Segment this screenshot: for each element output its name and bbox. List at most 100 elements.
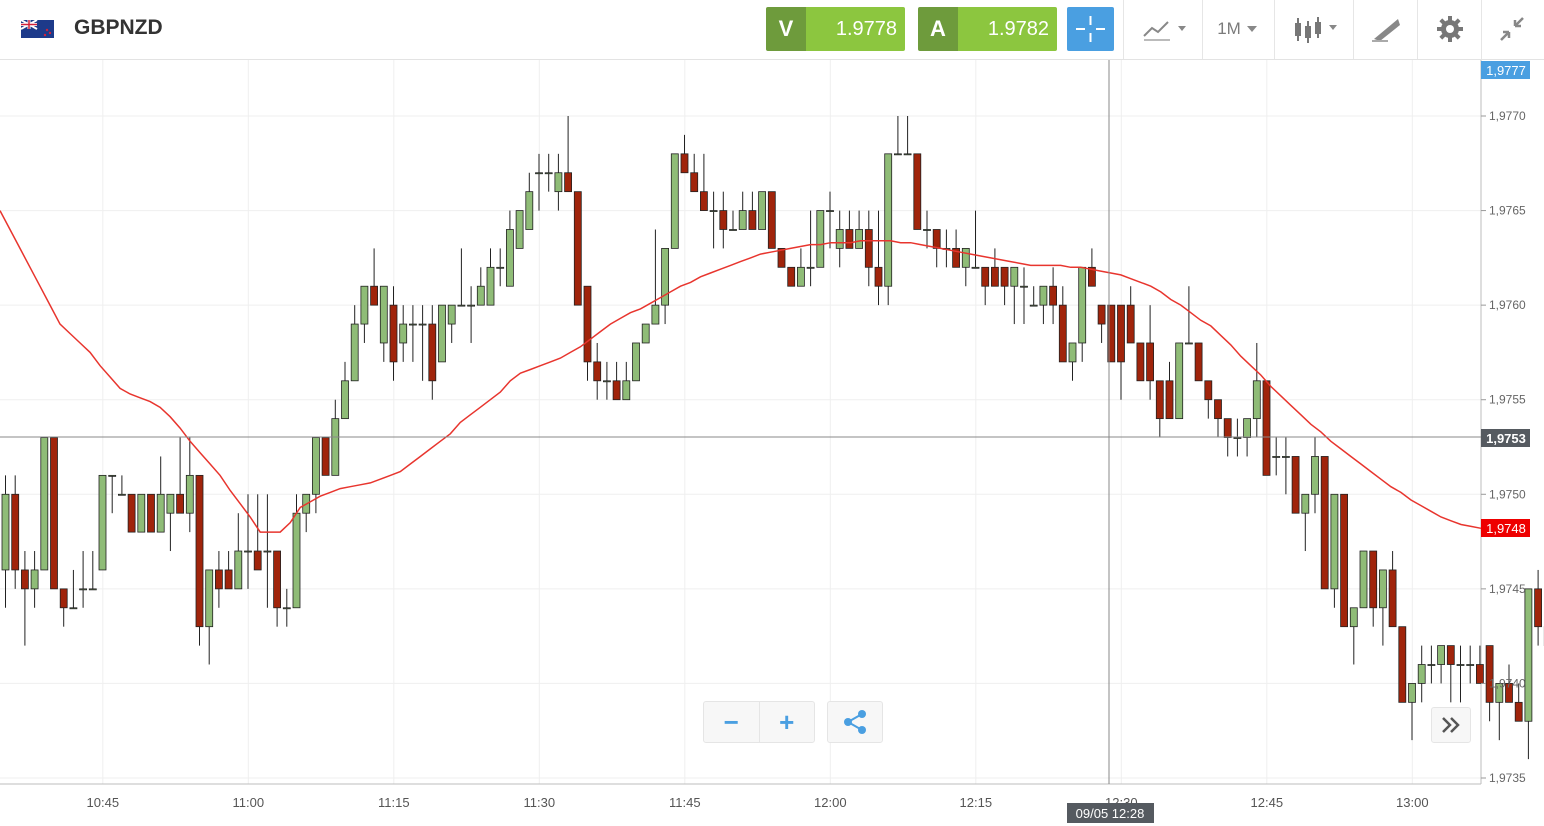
candle-body-up [632,342,640,382]
candle [195,474,204,646]
candle-body-up [1252,380,1261,420]
candle-body-up [1417,664,1426,684]
candle-body-down [874,266,883,287]
candle [874,210,883,306]
candle [185,437,194,533]
candle [641,323,650,344]
candle-body-down [1320,456,1329,590]
candle [777,247,786,268]
candle [166,493,175,552]
candle-body-up [350,323,359,382]
double-chevron-right-icon [1442,717,1460,733]
zoom-in-button[interactable]: + [779,706,795,737]
candle-body-up [1068,342,1077,363]
candle-body-down [767,191,776,249]
buy-button[interactable]: A 1.9782 [918,7,1057,51]
candle-body-up [1233,437,1242,439]
candle [748,191,757,230]
candles-button[interactable] [1283,8,1347,50]
candle-body-up [1466,664,1475,666]
collapse-button[interactable] [1490,8,1534,50]
candle [399,305,408,362]
candle [1505,664,1513,703]
candle-body-down [845,229,854,249]
candle-body-down [428,323,437,382]
candle [59,588,68,627]
y-tick-label: 1,9770 [1489,109,1526,123]
settings-button[interactable] [1428,8,1472,50]
candle [1233,418,1242,457]
candle-body-down [11,493,20,571]
candle-body-down [224,569,233,590]
candle [505,210,514,287]
candle-body-up [835,229,844,249]
candle [389,286,398,381]
candle-body-up [806,266,815,269]
candle [1058,286,1067,363]
candle [408,305,417,362]
toolbar-divider [1274,0,1275,59]
candle-body-down [1204,380,1213,401]
candle-body-down [932,229,941,249]
candle-body-down [1136,342,1145,382]
candle [20,551,29,646]
drawing-tools-button[interactable] [1362,8,1410,50]
candle-body-down [1155,380,1164,420]
candle [709,191,718,249]
candle [913,153,922,230]
candle [302,493,311,533]
candle [79,551,87,608]
chart-type-button[interactable] [1135,8,1197,50]
candle-body-up [69,607,78,610]
candle [1359,550,1368,609]
candle-body-up [1301,493,1310,514]
candle [651,229,660,325]
candle-body-down [127,493,136,533]
candle-body-up [476,285,485,306]
candle-body-up [108,474,117,477]
x-tick-label: 12:15 [960,795,993,810]
crosshair-toggle-button[interactable] [1067,7,1114,51]
toolbar-divider [1202,0,1203,59]
candle [700,153,708,211]
candle-body-up [816,210,825,268]
candle-body-down [1223,418,1232,438]
candle [515,210,524,249]
zoom-out-button[interactable]: − [704,702,760,742]
candle [40,437,49,571]
candlestick-icon [1295,17,1337,43]
candle [1252,342,1261,438]
candle-body-down [1194,342,1203,382]
candle-body-down [991,266,999,287]
timeframe-button[interactable]: 1M [1207,8,1269,50]
candle-body-up [894,153,902,156]
candle-body-down [583,285,592,363]
candle-body-up [884,153,893,287]
y-tick-label: 1,9740 [1489,676,1526,690]
candle-body-up [1078,266,1087,344]
candle-body-up [826,210,834,212]
candle-body-up [166,493,175,514]
sell-button[interactable]: V 1.9778 [766,7,905,51]
candle-body-up [709,210,718,212]
candle [1514,683,1523,722]
candle [1146,305,1154,400]
candle [98,474,107,571]
x-tick-label: 12:00 [814,795,847,810]
share-button[interactable] [827,701,883,743]
candle [418,305,427,381]
timeframe-label: 1M [1217,19,1241,38]
candle [263,494,272,608]
price-chart[interactable]: 1,9735 1,9740 1,9745 1,9750 1,9755 1,9760 1,97… [0,60,1544,826]
candle [525,172,534,230]
candle [1039,285,1048,325]
scroll-to-latest-button[interactable] [1431,707,1471,743]
candle [234,513,243,590]
sell-label: V [766,7,806,51]
candle-body-up [1379,569,1387,609]
candle [350,305,359,382]
candle [961,247,970,287]
candle [894,116,902,156]
candle-body-up [341,380,349,420]
candle-body-up [738,210,747,230]
